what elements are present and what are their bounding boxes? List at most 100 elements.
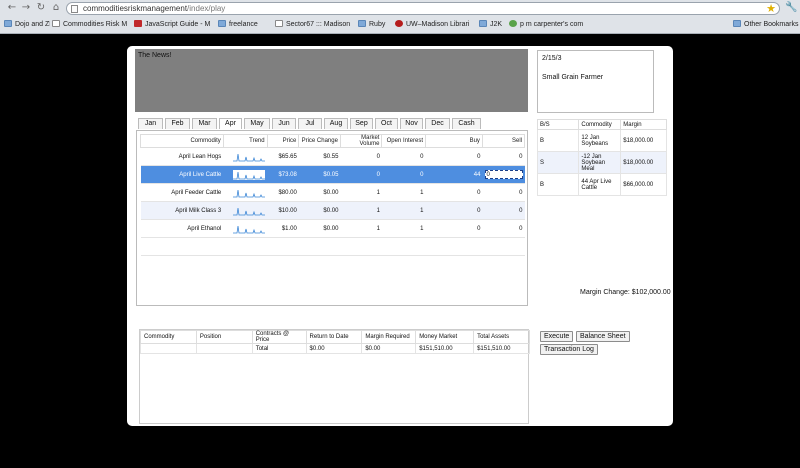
bookmark-item[interactable]: UW–Madison Librari: [395, 19, 475, 31]
table-cell: $18,000.00: [620, 151, 667, 174]
trend-cell: [223, 165, 268, 184]
tab-jun[interactable]: Jun: [272, 118, 296, 129]
table-cell: -12 Jan Soybean Meal: [578, 151, 622, 174]
table-cell: 0: [482, 219, 525, 238]
trend-cell: [223, 183, 268, 202]
tab-aug[interactable]: Aug: [324, 118, 348, 129]
table-row[interactable]: April Milk Class 3 $10.00 $0.00 1 1 0 0: [140, 201, 525, 220]
bookmark-item[interactable]: Sector67 ::: Madison: [275, 19, 355, 31]
game-date: 2/15/3: [542, 55, 562, 62]
balance-sheet-button[interactable]: Balance Sheet: [576, 331, 630, 342]
column-header: Margin Required: [361, 330, 417, 344]
table-cell: [381, 237, 426, 256]
reload-icon[interactable]: ↻: [36, 2, 46, 13]
trend-cell: [223, 147, 268, 166]
sell-input[interactable]: 0: [484, 170, 523, 179]
table-cell: 44: [425, 165, 483, 184]
tab-nov[interactable]: Nov: [400, 118, 423, 129]
table-cell: $10.00: [267, 201, 299, 220]
table-cell: $0.55: [298, 147, 341, 166]
table-cell: 0: [482, 147, 525, 166]
trend-sparkline: [233, 169, 266, 180]
table-cell: $1.00: [267, 219, 299, 238]
column-header: Money Market: [415, 330, 475, 344]
address-bar[interactable]: commoditiesriskmanagement/index/play ★: [66, 2, 780, 15]
bookmark-item[interactable]: Dojo and ZF: [4, 19, 50, 31]
empty-row: [140, 237, 525, 256]
tab-may[interactable]: May: [244, 118, 270, 129]
table-cell: April Lean Hogs: [140, 147, 224, 166]
table-row[interactable]: April Feeder Cattle $80.00 $0.00 1 1 0 0: [140, 183, 525, 202]
bookmark-label: UW–Madison Librari: [406, 21, 470, 28]
wrench-icon[interactable]: 🔧: [785, 2, 798, 13]
bookmark-icon: [134, 20, 142, 27]
table-row[interactable]: April Live Cattle $73.08 $0.05 0 0 44 0: [140, 165, 525, 184]
column-header: Contracts @ Price: [251, 330, 307, 344]
transaction-log-button[interactable]: Transaction Log: [540, 344, 598, 355]
table-row[interactable]: April Ethanol $1.00 $0.00 1 1 0 0: [140, 219, 525, 238]
order-row[interactable]: S -12 Jan Soybean Meal $18,000.00: [536, 151, 667, 174]
trend-sparkline: [233, 225, 266, 233]
column-header: Commodity: [140, 330, 197, 344]
tab-feb[interactable]: Feb: [165, 118, 190, 129]
folder-icon: [479, 20, 487, 27]
tab-cash[interactable]: Cash: [452, 118, 481, 129]
bookmarks-bar: Dojo and ZF Commodities Risk M JavaScript …: [0, 17, 800, 33]
table-cell: $0.00: [298, 219, 341, 238]
tab-apr[interactable]: Apr: [219, 118, 242, 129]
execute-button[interactable]: Execute: [540, 331, 574, 342]
table-cell: April Milk Class 3: [140, 201, 224, 220]
tab-oct[interactable]: Oct: [375, 118, 398, 129]
table-cell: 1: [340, 201, 382, 220]
order-row[interactable]: B 44 Apr Live Cattle $66,000.00: [536, 173, 667, 196]
bookmark-item[interactable]: JavaScript Guide - M: [134, 19, 214, 31]
column-header: Total Assets: [473, 330, 530, 344]
table-cell: 0: [425, 183, 483, 202]
column-header: Margin: [620, 119, 667, 130]
table-cell: $0.00: [361, 343, 417, 354]
bookmark-item[interactable]: freelance: [218, 19, 273, 31]
table-cell: [223, 237, 268, 256]
column-header: Commodity: [578, 119, 622, 130]
table-cell: [267, 237, 299, 256]
news-title: The News!: [138, 52, 172, 59]
bookmark-label: Ruby: [369, 21, 386, 28]
table-cell: 1: [381, 219, 426, 238]
tab-jan[interactable]: Jan: [138, 118, 163, 129]
bookmark-item[interactable]: Commodities Risk M: [52, 19, 130, 31]
news-panel: The News!: [135, 49, 528, 112]
other-bookmarks[interactable]: Other Bookmarks: [733, 19, 799, 31]
column-header: Return to Date: [305, 330, 363, 344]
bookmark-item[interactable]: Ruby: [358, 19, 393, 31]
back-arrow-icon[interactable]: ←: [7, 2, 17, 13]
bookmark-star-icon[interactable]: ★: [766, 2, 776, 15]
bookmark-icon: [509, 20, 517, 27]
table-row[interactable]: April Lean Hogs $65.65 $0.55 0 0 0 0: [140, 147, 525, 166]
trend-sparkline: [233, 189, 266, 197]
table-cell: April Live Cattle: [140, 165, 224, 184]
home-icon[interactable]: ⌂: [52, 2, 60, 13]
bookmark-item[interactable]: J2K: [479, 19, 507, 31]
table-cell: [340, 237, 382, 256]
column-header: Open Interest: [381, 134, 426, 148]
tab-sep[interactable]: Sep: [350, 118, 373, 129]
tab-mar[interactable]: Mar: [192, 118, 217, 129]
table-cell: Total: [251, 343, 307, 354]
order-row[interactable]: B 12 Jan Soybeans $18,000.00: [536, 129, 667, 152]
other-bookmarks-label: Other Bookmarks: [744, 21, 799, 28]
bookmark-icon: [275, 20, 283, 27]
bookmark-label: J2K: [490, 21, 503, 28]
table-cell: S: [536, 151, 580, 174]
bookmark-item[interactable]: p m carpenter's com: [509, 19, 589, 31]
column-header: Price Change: [298, 134, 341, 148]
column-header: Commodity: [140, 134, 224, 148]
forward-arrow-icon[interactable]: →: [21, 2, 31, 13]
tab-jul[interactable]: Jul: [298, 118, 322, 129]
table-cell: 1: [340, 183, 382, 202]
table-cell: $0.00: [298, 183, 341, 202]
folder-icon: [733, 20, 741, 27]
player-info-panel: 2/15/3 Small Grain Farmer: [537, 50, 654, 113]
column-header: Price: [266, 134, 300, 148]
tab-dec[interactable]: Dec: [425, 118, 450, 129]
table-cell: April Feeder Cattle: [140, 183, 224, 202]
